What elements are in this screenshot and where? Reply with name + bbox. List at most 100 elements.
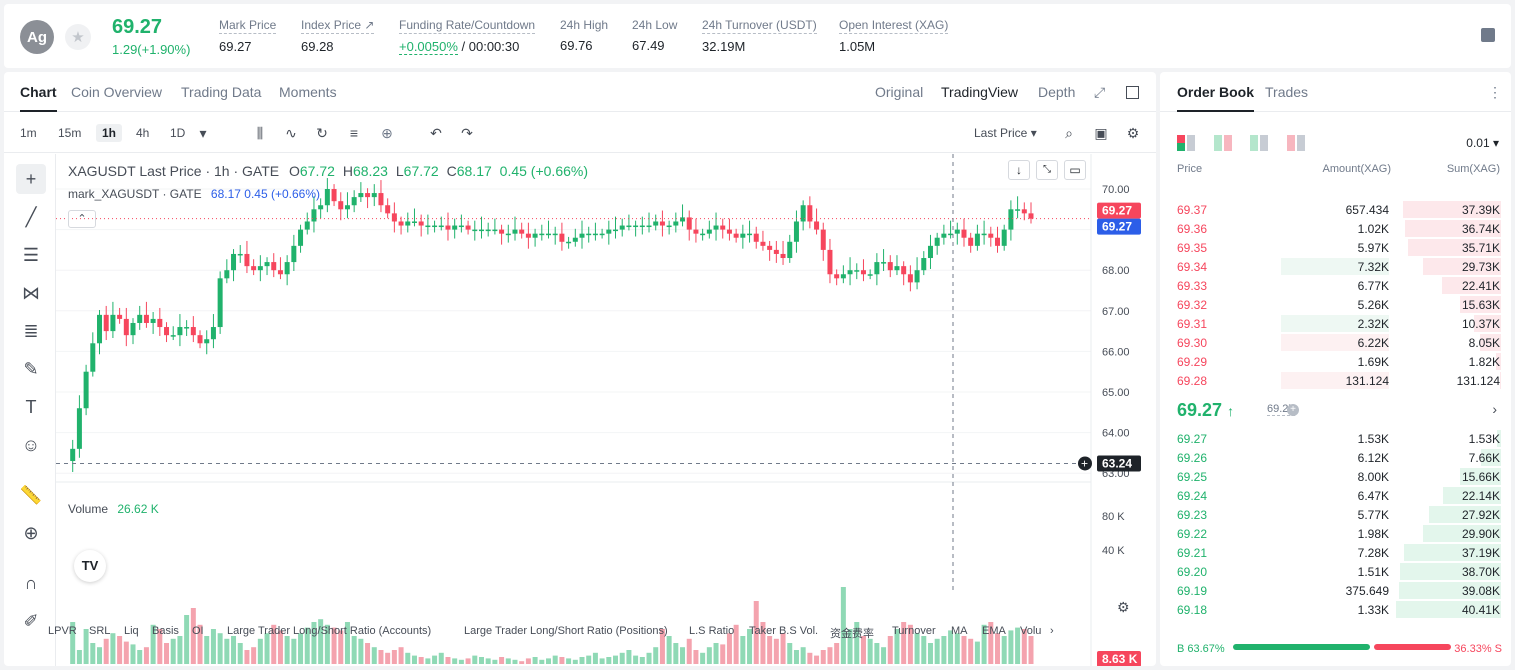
indicator-3[interactable]: Basis [152, 625, 179, 637]
more-options-icon[interactable]: ⋮ [1488, 84, 1502, 100]
indicator-1[interactable]: SRL [89, 625, 111, 637]
indicator-0[interactable]: LPVR [48, 625, 77, 637]
crosshair-icon[interactable]: + [16, 164, 46, 194]
settings-gear-icon[interactable]: ⚙ [1126, 125, 1140, 141]
add-alert-icon[interactable] [1078, 456, 1092, 471]
templates-icon[interactable]: ≡ [349, 125, 359, 141]
scroll-down-icon[interactable]: ↓ [1008, 160, 1030, 180]
tab-trading-data[interactable]: Trading Data [181, 84, 262, 100]
bid-row[interactable]: 69.19 375.649 39.08K [1160, 581, 1511, 600]
fib-icon[interactable]: ≣ [23, 321, 39, 341]
ask-row[interactable]: 69.37 657.434 37.39K [1160, 200, 1511, 219]
fullscreen-icon[interactable]: ▭ [1064, 160, 1086, 180]
indicator-7[interactable]: L.S Ratio [689, 625, 735, 637]
bid-row[interactable]: 69.18 1.33K 40.41K [1160, 600, 1511, 619]
view-tradingview[interactable]: TradingView [941, 84, 1019, 100]
chevron-right-icon[interactable]: › [1492, 401, 1497, 417]
tab-order-book[interactable]: Order Book [1177, 84, 1255, 112]
ask-row[interactable]: 69.30 6.22K 8.05K [1160, 333, 1511, 352]
bid-row[interactable]: 69.26 6.12K 7.66K [1160, 448, 1511, 467]
tf-1h[interactable]: 1h [96, 124, 123, 142]
dropdown-caret-icon[interactable]: ▾ [199, 125, 207, 141]
view-original[interactable]: Original [875, 84, 924, 100]
redo-icon[interactable]: ↷ [461, 125, 473, 141]
tick-size-select[interactable]: 0.01 ▾ [1466, 136, 1499, 150]
emoji-icon[interactable]: ☺ [21, 435, 41, 455]
stat-mark-price[interactable]: Mark Price 69.27 [219, 18, 277, 54]
bid-row[interactable]: 69.27 1.53K 1.53K [1160, 429, 1511, 448]
text-tool-icon[interactable]: T [25, 397, 37, 417]
indicator-5[interactable]: Large Trader Long/Short Ratio (Accounts) [227, 625, 432, 637]
ask-row[interactable]: 69.32 5.26K 15.63K [1160, 295, 1511, 314]
replay-icon[interactable]: ↻ [316, 125, 328, 141]
pencil-lock-icon[interactable]: ✐ [23, 611, 39, 631]
stat-funding-rate[interactable]: Funding Rate/Countdown +0.0050% / 00:00:3… [399, 18, 536, 55]
volume-bar [981, 624, 987, 664]
chevron-right-icon[interactable]: › [1050, 625, 1054, 637]
ask-row[interactable]: 69.36 1.02K 36.74K [1160, 219, 1511, 238]
ask-row[interactable]: 69.29 1.69K 1.82K [1160, 352, 1511, 371]
camera-icon[interactable]: ▣ [1094, 125, 1108, 141]
view-depth[interactable]: Depth [1038, 84, 1076, 100]
horizontal-lines-icon[interactable]: ☰ [22, 245, 40, 265]
buy-view-icon[interactable] [1250, 135, 1268, 151]
zoom-in-icon[interactable]: ⊕ [23, 523, 39, 543]
indicator-4[interactable]: OI [192, 625, 204, 637]
bid-row[interactable]: 69.20 1.51K 38.70K [1160, 562, 1511, 581]
bids-view-icon[interactable] [1214, 135, 1232, 151]
tab-moments[interactable]: Moments [279, 84, 337, 100]
pattern-icon[interactable]: ⋈ [22, 283, 40, 303]
favorite-star-icon[interactable]: ★ [65, 24, 91, 50]
indicator-13[interactable]: Volu [1020, 625, 1042, 637]
expand-icon[interactable]: ⤢ [1094, 84, 1106, 100]
magnet-icon[interactable]: ∩ [24, 573, 38, 593]
tradingview-logo-icon[interactable]: TV [74, 550, 106, 582]
search-icon[interactable]: ⌕ [1065, 125, 1073, 141]
tf-1m[interactable]: 1m [20, 126, 37, 140]
tf-4h[interactable]: 4h [136, 126, 150, 140]
collapse-icon[interactable]: ⤡ [1036, 160, 1058, 180]
tab-trades[interactable]: Trades [1265, 84, 1309, 100]
axis-settings-icon[interactable]: ⚙ [1117, 599, 1130, 615]
ruler-icon[interactable]: 📏 [19, 485, 43, 505]
tf-15m[interactable]: 15m [58, 126, 82, 140]
indicator-9[interactable]: 资金费率 [830, 628, 874, 640]
candlestick-chart[interactable]: 70.0069.0068.0067.0066.0065.0064.0063.00… [56, 154, 1156, 666]
candle [753, 233, 759, 242]
sell-view-icon[interactable] [1287, 135, 1305, 151]
bid-row[interactable]: 69.22 1.98K 29.90K [1160, 524, 1511, 543]
ask-row[interactable]: 69.33 6.77K 22.41K [1160, 276, 1511, 295]
indicator-12[interactable]: EMA [982, 625, 1006, 637]
bid-row[interactable]: 69.24 6.47K 22.14K [1160, 486, 1511, 505]
indicator-8[interactable]: Taker B.S Vol. [749, 625, 819, 637]
ask-row[interactable]: 69.34 7.32K 29.73K [1160, 257, 1511, 276]
price-source-select[interactable]: Last Price ▾ [974, 126, 1037, 140]
tf-1d[interactable]: 1D [170, 126, 186, 140]
stat-index-price[interactable]: Index Price ↗ 69.28 [301, 18, 375, 54]
mid-price[interactable]: 69.27 ↑ [1177, 400, 1235, 420]
indicator-10[interactable]: Turnover [892, 625, 936, 637]
candle-type-icon[interactable]: ⫼ [256, 125, 264, 141]
bid-row[interactable]: 69.25 8.00K 15.66K [1160, 467, 1511, 486]
bid-row[interactable]: 69.21 7.28K 37.19K [1160, 543, 1511, 562]
ask-row[interactable]: 69.28 131.124 131.124 [1160, 371, 1511, 390]
info-icon[interactable]: + [1287, 404, 1299, 416]
indicators-icon[interactable]: ∿ [285, 125, 297, 141]
both-view-icon[interactable] [1177, 135, 1195, 151]
window-icon[interactable] [1126, 86, 1139, 99]
indicator-6[interactable]: Large Trader Long/Short Ratio (Positions… [464, 625, 668, 637]
brush-icon[interactable]: ✎ [23, 359, 39, 379]
bid-row[interactable]: 69.23 5.77K 27.92K [1160, 505, 1511, 524]
indicator-11[interactable]: MA [951, 625, 968, 637]
add-indicator-icon[interactable]: ⊕ [381, 125, 393, 141]
undo-icon[interactable]: ↶ [430, 125, 442, 141]
tab-chart[interactable]: Chart [20, 84, 57, 112]
book-icon[interactable] [1481, 28, 1495, 42]
ask-row[interactable]: 69.31 2.32K 10.37K [1160, 314, 1511, 333]
ask-row[interactable]: 69.35 5.97K 35.71K [1160, 238, 1511, 257]
indicator-2[interactable]: Liq [124, 625, 139, 637]
collapse-legend-icon[interactable]: ⌃ [68, 210, 96, 228]
tab-coin-overview[interactable]: Coin Overview [71, 84, 163, 100]
volume-bar [150, 624, 156, 664]
trendline-icon[interactable]: ╱ [25, 207, 37, 227]
